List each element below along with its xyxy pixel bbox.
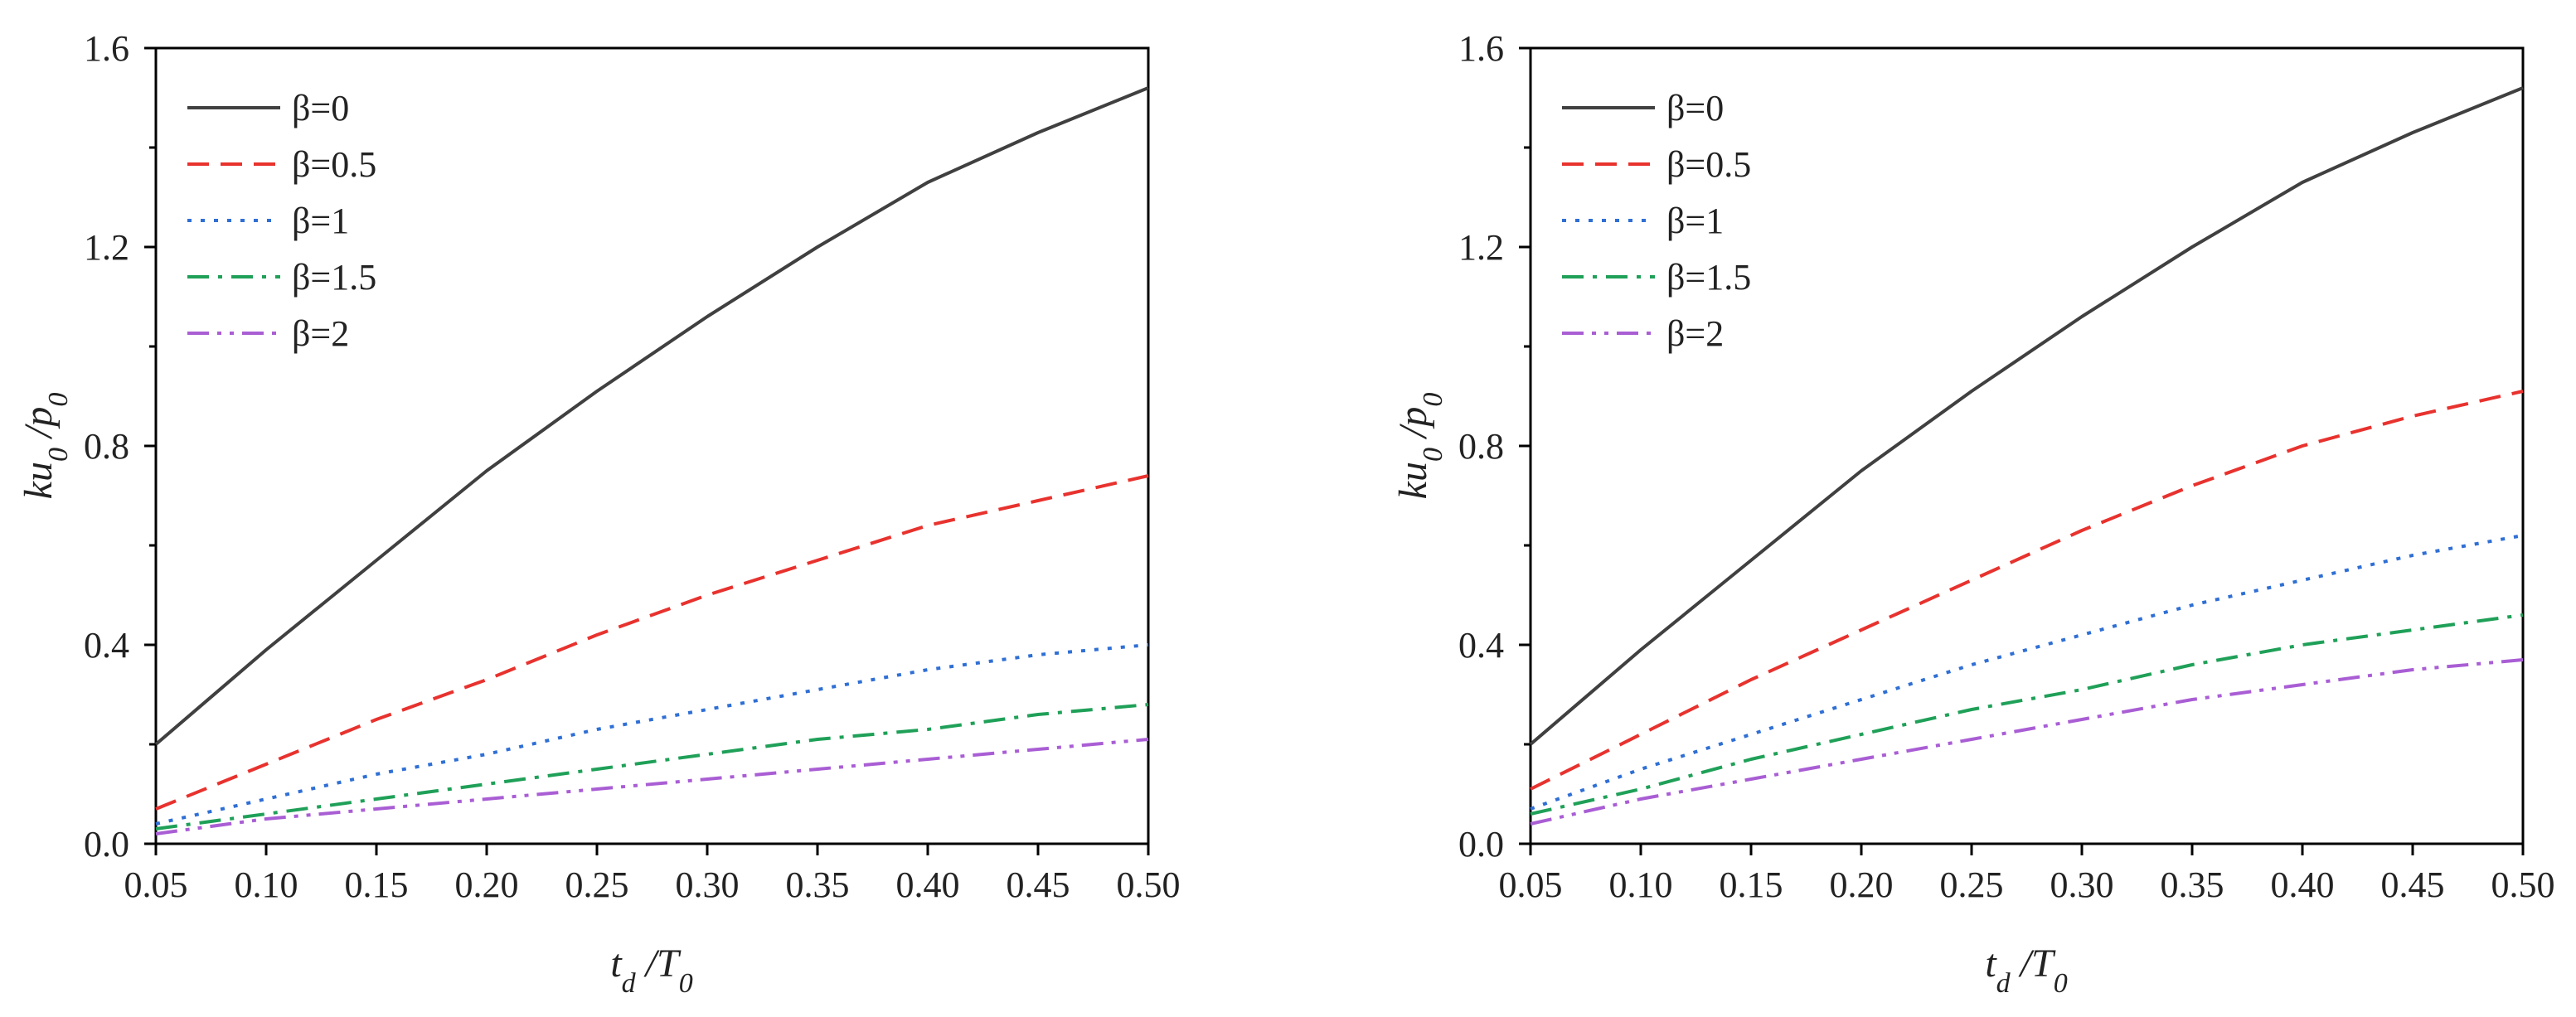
- x-axis-label: td /T0: [610, 942, 692, 999]
- x-tick-label: 0.35: [786, 864, 850, 905]
- x-tick-label: 0.20: [455, 864, 519, 905]
- series-line-1: [154, 86, 1149, 746]
- legend-label-5: β=2: [1666, 313, 1724, 354]
- x-tick-label: 0.40: [2271, 864, 2335, 905]
- x-tick-label: 0.05: [124, 864, 188, 905]
- series-line-3: [155, 643, 1149, 826]
- y-axis-label: ku0 /p0: [1391, 393, 1448, 500]
- legend-label-5: β=2: [292, 313, 349, 354]
- y-tick-label: 1.6: [1458, 28, 1504, 69]
- legend-label-3: β=1: [292, 201, 349, 241]
- legend-label-2: β=0.5: [292, 144, 376, 185]
- x-tick-label: 0.25: [565, 864, 629, 905]
- y-tick-label: 0.4: [84, 625, 129, 666]
- y-tick-label: 0.0: [84, 824, 129, 864]
- legend-label-1: β=0: [292, 88, 349, 128]
- series-line-2: [1530, 390, 2524, 791]
- y-tick-label: 0.4: [1458, 625, 1504, 666]
- series-line-4: [1530, 613, 2524, 816]
- x-tick-label: 0.15: [1720, 864, 1783, 905]
- x-tick-label: 0.45: [2381, 864, 2445, 905]
- x-tick-label: 0.50: [1117, 864, 1181, 905]
- x-tick-label: 0.25: [1940, 864, 2004, 905]
- series-line-5: [155, 738, 1149, 835]
- x-tick-label: 0.30: [676, 864, 740, 905]
- x-tick-label: 0.20: [1830, 864, 1894, 905]
- y-tick-label: 1.2: [84, 227, 129, 268]
- x-tick-label: 0.35: [2161, 864, 2224, 905]
- x-tick-label: 0.40: [896, 864, 960, 905]
- x-tick-label: 0.10: [1609, 864, 1673, 905]
- series-line-1: [1529, 86, 2524, 746]
- legend-label-2: β=0.5: [1666, 144, 1751, 185]
- chart-right: 0.05 0.10 0.15 0.20 0.25 0.30 0.35 0.40 0.45 0.50…: [1391, 28, 2555, 999]
- legend-label-4: β=1.5: [292, 257, 376, 298]
- y-tick-label: 0.8: [84, 426, 129, 467]
- series-line-3: [1530, 534, 2524, 811]
- series-line-2: [155, 474, 1149, 811]
- legend-label-1: β=0: [1666, 88, 1724, 128]
- x-tick-label: 0.50: [2491, 864, 2555, 905]
- series-line-5: [1530, 658, 2524, 826]
- legend-label-4: β=1.5: [1666, 257, 1751, 298]
- legend-label-3: β=1: [1666, 201, 1724, 241]
- x-tick-label: 0.10: [235, 864, 298, 905]
- y-axis-label: ku0 /p0: [17, 393, 74, 500]
- y-tick-label: 0.8: [1458, 426, 1504, 467]
- x-tick-label: 0.45: [1007, 864, 1070, 905]
- y-tick-label: 1.2: [1458, 227, 1504, 268]
- x-tick-label: 0.15: [345, 864, 409, 905]
- chart-left: 0.05 0.10 0.15 0.20 0.25 0.30 0.35 0.40 0.45 0.50…: [17, 28, 1181, 999]
- series-line-4: [155, 703, 1149, 831]
- x-tick-label: 0.05: [1499, 864, 1563, 905]
- x-tick-label: 0.30: [2050, 864, 2114, 905]
- y-tick-label: 0.0: [1458, 824, 1504, 864]
- x-axis-label: td /T0: [1985, 942, 2067, 999]
- y-tick-label: 1.6: [84, 28, 129, 69]
